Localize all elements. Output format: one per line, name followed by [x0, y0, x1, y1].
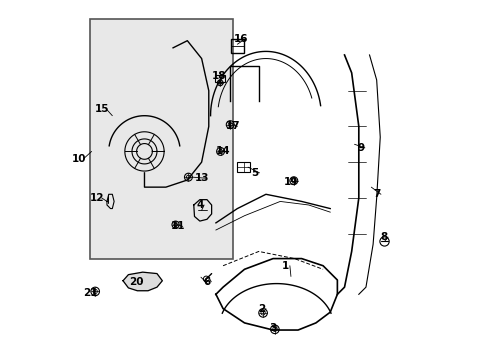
Text: 3: 3	[269, 323, 276, 333]
Text: 2: 2	[258, 303, 264, 314]
Text: 20: 20	[129, 277, 143, 287]
Text: 16: 16	[233, 34, 248, 44]
Text: 10: 10	[72, 154, 86, 163]
Text: 19: 19	[283, 177, 298, 187]
Text: 4: 4	[196, 200, 203, 210]
Text: 14: 14	[215, 147, 230, 157]
Text: 15: 15	[94, 104, 109, 113]
Bar	[230, 39, 244, 53]
Text: 18: 18	[212, 71, 226, 81]
Bar	[237, 162, 250, 172]
Text: 11: 11	[171, 221, 185, 231]
Bar	[90, 19, 233, 258]
Text: 5: 5	[251, 168, 258, 178]
Text: 21: 21	[83, 288, 97, 297]
Text: 12: 12	[90, 193, 104, 203]
Text: 6: 6	[203, 277, 210, 287]
Text: 13: 13	[194, 173, 208, 183]
Text: 8: 8	[379, 232, 386, 242]
Text: 17: 17	[225, 121, 240, 131]
Text: 7: 7	[372, 189, 380, 199]
Text: 9: 9	[356, 143, 364, 153]
Text: 1: 1	[282, 261, 288, 271]
Polygon shape	[123, 272, 162, 291]
Bar	[215, 75, 225, 82]
